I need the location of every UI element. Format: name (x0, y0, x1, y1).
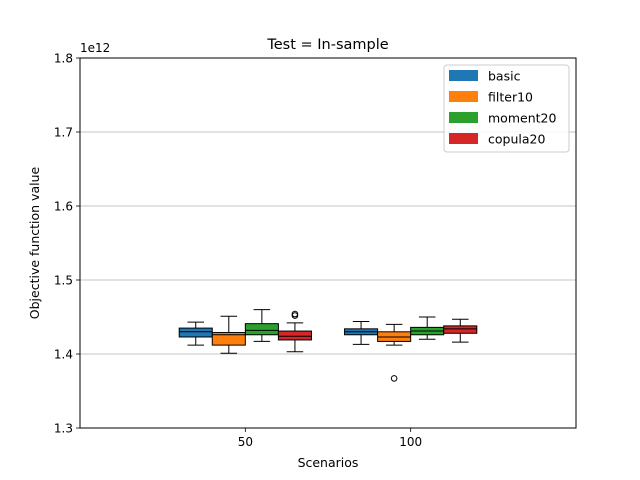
box-moment20-100 (410, 316, 445, 340)
box-filter10-50 (211, 315, 246, 354)
box-body (244, 323, 279, 336)
y-tick-label: 1.8 (54, 52, 73, 66)
y-axis-label: Objective function value (27, 166, 42, 319)
x-tick-label: 100 (399, 435, 422, 449)
x-tick-label: 50 (238, 435, 253, 449)
legend-label-moment20: moment20 (488, 111, 556, 126)
x-axis-label: Scenarios (298, 455, 359, 470)
y-tick-label: 1.3 (54, 422, 73, 436)
y-tick-label: 1.4 (54, 348, 73, 362)
y-tick-label: 1.7 (54, 126, 73, 140)
legend-label-filter10: filter10 (488, 90, 533, 105)
y-tick-label: 1.6 (54, 200, 73, 214)
legend-swatch-moment20 (449, 112, 478, 123)
outlier-point (390, 375, 398, 382)
box-copula20-100 (443, 318, 478, 343)
box-plots (178, 309, 478, 382)
chart-title: Test = In-sample (266, 37, 388, 53)
box-copula20-50 (277, 310, 312, 353)
legend: basic filter10 moment20 copula20 (443, 64, 570, 153)
legend-swatch-copula20 (449, 133, 478, 144)
box-moment20-50 (244, 309, 279, 342)
legend-swatch-basic (449, 70, 478, 81)
outlier-point (291, 310, 299, 318)
box-body (178, 327, 213, 338)
box-body (277, 330, 312, 341)
y-axis-offset-label: 1e12 (80, 41, 110, 55)
legend-frame (443, 64, 570, 153)
legend-label-copula20: copula20 (488, 132, 545, 147)
plot-frame (79, 57, 577, 429)
y-axis-ticks: 1.3 1.4 1.5 1.6 1.7 1.8 (54, 52, 80, 436)
box-body (211, 332, 246, 346)
box-body (443, 325, 478, 334)
box-filter10-100 (377, 323, 412, 382)
x-axis-ticks: 50 100 (238, 428, 422, 449)
legend-label-basic: basic (488, 69, 521, 84)
legend-swatch-filter10 (449, 91, 478, 102)
y-tick-label: 1.5 (54, 274, 73, 288)
